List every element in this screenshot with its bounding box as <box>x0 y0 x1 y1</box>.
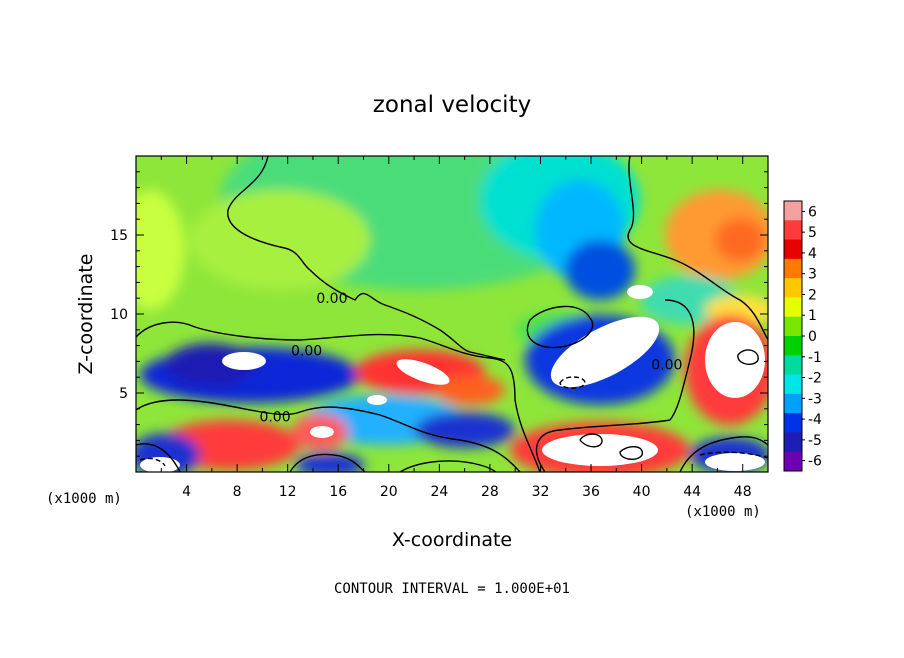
y-axis: 5 10 15 <box>110 171 768 457</box>
y-tick-label: 10 <box>110 307 128 323</box>
y-tick-label: 5 <box>119 386 128 402</box>
contour-interval-note: CONTOUR INTERVAL = 1.000E+01 <box>334 581 570 597</box>
colorbar-tick-label: -4 <box>808 412 822 428</box>
colorbar-tick-label: 5 <box>808 225 817 241</box>
colorbar-tick-label: 4 <box>808 246 817 262</box>
x-tick-label: 20 <box>380 484 398 500</box>
colorbar-tick-label: -6 <box>808 454 822 470</box>
colorbar-tick-label: -1 <box>808 350 822 366</box>
x-tick-label: 8 <box>233 484 242 500</box>
chart-title: zonal velocity <box>373 92 531 118</box>
x-tick-label: 4 <box>182 484 191 500</box>
colorbar-swatch <box>784 220 802 241</box>
x-tick-label: 32 <box>532 484 550 500</box>
x-tick-label: 44 <box>683 484 701 500</box>
colorbar-tick-label: 6 <box>808 204 817 220</box>
x-tick-label: 24 <box>430 484 448 500</box>
x-tick-label: 28 <box>481 484 499 500</box>
colorbar: 6 5 4 3 2 1 0 -1 -2 -3 -4 -5 -6 <box>783 200 822 472</box>
colorbar-tick-label: -2 <box>808 371 822 387</box>
contour-labels: 0.00 0.00 0.00 0.00 <box>259 291 682 426</box>
colorbar-swatch <box>784 258 802 279</box>
colorbar-tick-label: -5 <box>808 433 822 449</box>
colorbar-swatch <box>784 239 802 260</box>
contour-lines <box>136 156 768 472</box>
colorbar-swatch <box>784 451 802 472</box>
colorbar-swatch <box>784 355 802 376</box>
colorbar-swatch <box>784 393 802 414</box>
y-tick-label: 15 <box>110 228 128 244</box>
x-axis: 4 8 12 16 20 24 28 32 36 40 44 48 <box>160 156 752 500</box>
contour-label: 0.00 <box>651 358 682 374</box>
colorbar-tick-label: 1 <box>808 308 817 324</box>
x-tick-label: 40 <box>633 484 651 500</box>
colorbar-tick-label: -3 <box>808 391 822 407</box>
colorbar-tick-label: 0 <box>808 329 817 345</box>
colorbar-swatch <box>784 278 802 298</box>
colorbar-swatch <box>784 374 802 395</box>
x-tick-label: 16 <box>329 484 347 500</box>
colorbar-swatch <box>784 432 802 453</box>
colorbar-swatch <box>784 336 802 356</box>
x-units-right: (x1000 m) <box>685 504 761 520</box>
velocity-field <box>136 156 768 472</box>
x-tick-label: 48 <box>734 484 752 500</box>
colorbar-tick-label: 3 <box>808 267 817 283</box>
y-axis-label: Z-coordinate <box>75 254 97 375</box>
x-axis-label: X-coordinate <box>392 529 512 551</box>
colorbar-tick-label: 2 <box>808 287 817 303</box>
colorbar-swatch <box>784 297 802 318</box>
contour-label: 0.00 <box>291 343 322 359</box>
contour-label: 0.00 <box>316 291 347 307</box>
x-units-left: (x1000 m) <box>46 491 122 507</box>
colorbar-swatch <box>784 201 802 221</box>
x-tick-label: 12 <box>279 484 297 500</box>
colorbar-swatch <box>784 413 802 433</box>
x-tick-label: 36 <box>582 484 600 500</box>
colorbar-swatch <box>784 316 802 337</box>
contour-label: 0.00 <box>259 410 290 426</box>
